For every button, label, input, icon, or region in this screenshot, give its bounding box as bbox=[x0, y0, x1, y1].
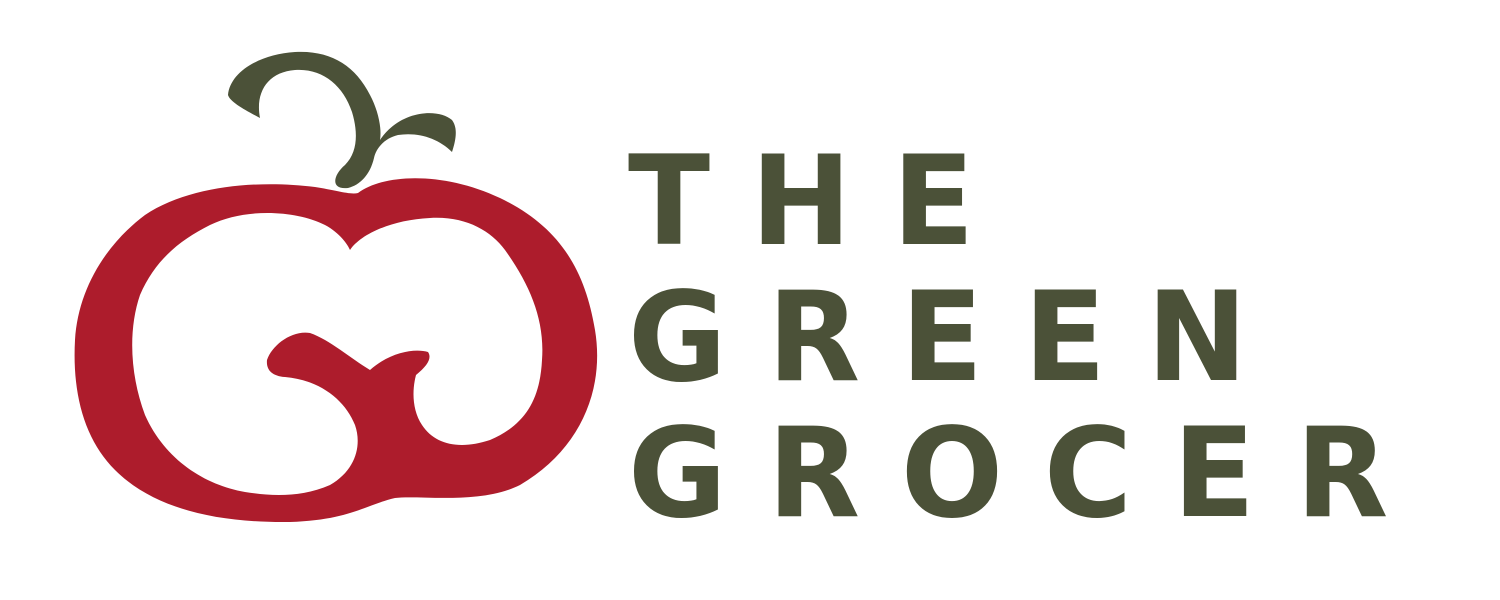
apple-body-shape bbox=[74, 178, 598, 523]
apple-g-icon bbox=[74, 51, 598, 523]
brand-wordmark: THE GREEN GROCER bbox=[628, 140, 1448, 540]
brand-name-line-green: GREEN bbox=[628, 266, 1289, 410]
apple-stem-icon bbox=[228, 51, 456, 189]
brand-name-line-the: THE bbox=[628, 130, 1016, 274]
brand-name-line-grocer: GROCER bbox=[628, 402, 1430, 546]
